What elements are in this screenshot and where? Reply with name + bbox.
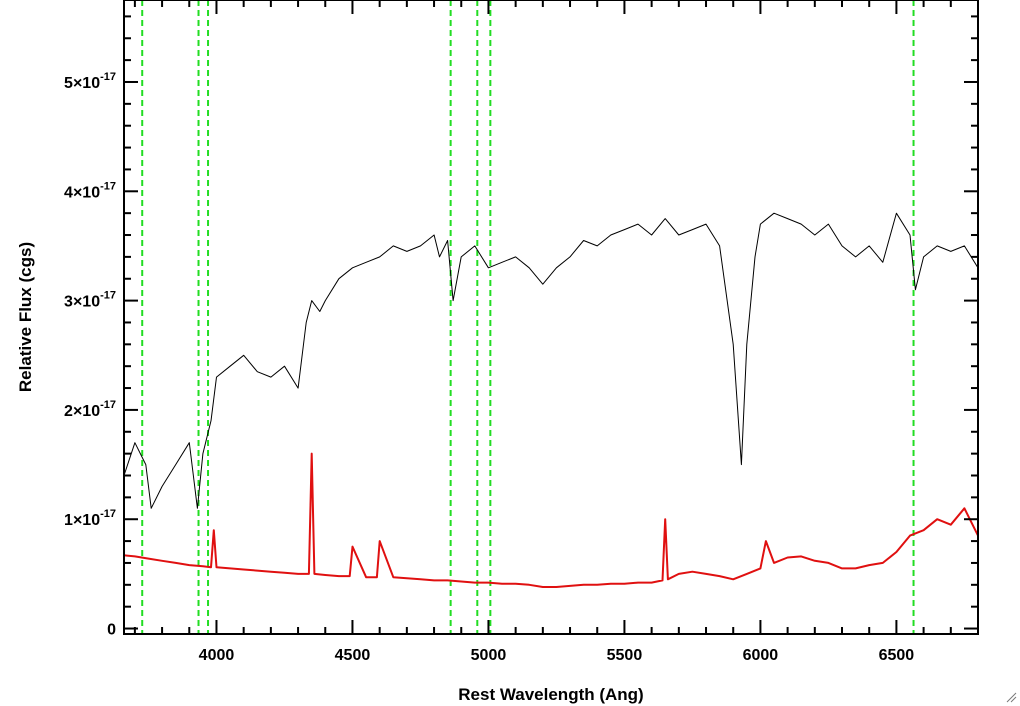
y-tick-label: 4×10-17 (64, 180, 116, 201)
resize-grip-icon[interactable] (1005, 691, 1017, 703)
model-spectrum-line (124, 452, 978, 588)
y-tick-label: 1×10-17 (64, 508, 116, 529)
x-tick-label: 5500 (607, 647, 643, 664)
x-axis-label: Rest Wavelength (Ang) (458, 685, 643, 704)
observed-spectrum-line (124, 212, 978, 509)
emission-line-markers (141, 0, 915, 634)
plot-frame (123, 0, 979, 635)
x-axis: 4000 4500 5000 5500 6000 6500 (133, 0, 979, 664)
y-tick-label: 2×10-17 (64, 399, 116, 420)
y-tick-label: 0 (107, 622, 116, 639)
x-tick-label: 6500 (879, 647, 915, 664)
y-tick-label: 3×10-17 (64, 290, 116, 311)
x-tick-label: 4500 (335, 647, 371, 664)
x-tick-label: 5000 (471, 647, 507, 664)
y-tick-label: 5×10-17 (64, 71, 116, 92)
y-axis-label: Relative Flux (cgs) (16, 242, 35, 392)
y-axis: 0 1×10-17 2×10-17 3×10-17 4×10-17 5×10-17 (64, 15, 978, 639)
spectrum-series (124, 212, 978, 588)
x-tick-label: 4000 (199, 647, 235, 664)
x-tick-label: 6000 (743, 647, 779, 664)
